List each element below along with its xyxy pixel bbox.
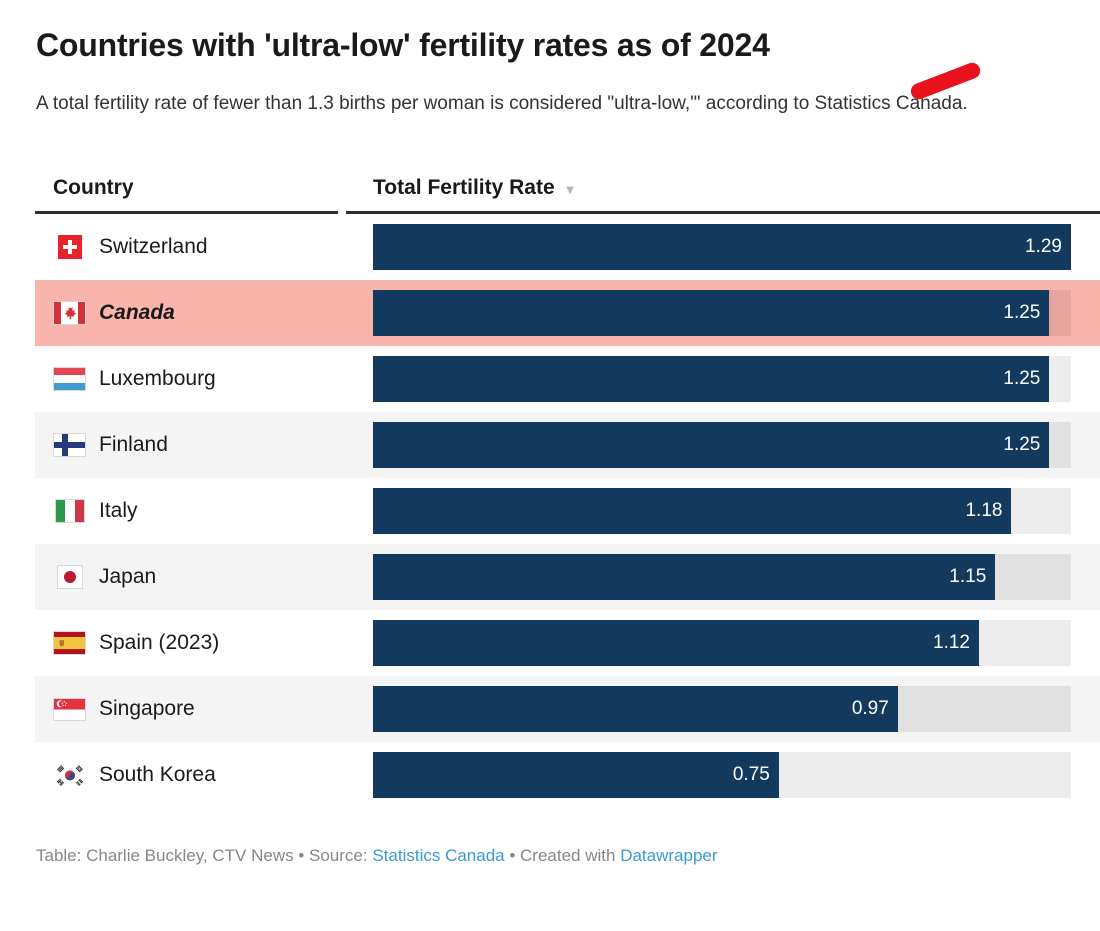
fertility-bar: 1.25 [373,422,1050,468]
column-header-rate[interactable]: Total Fertility Rate ▼ [346,165,1100,214]
south-korea-flag-icon [53,763,86,787]
country-label: Japan [99,565,157,588]
bar-value-label: 1.15 [949,566,987,587]
rate-cell: 1.18 [346,478,1100,544]
sort-descending-icon: ▼ [563,181,577,197]
bar-value-label: 1.25 [1003,368,1041,389]
created-with-label: Created with [520,846,621,865]
country-label: Finland [99,433,168,456]
country-cell: Switzerland [35,214,338,280]
country-cell: Luxembourg [35,346,338,412]
table-row: Switzerland 1.29 [35,214,1100,280]
table-body: Switzerland 1.29 Canada 1.25 Luxembo [0,214,1100,808]
spain-flag-icon [53,631,86,655]
fertility-bar: 0.75 [373,752,779,798]
fertility-bar: 1.15 [373,554,996,600]
switzerland-flag-icon [53,235,86,259]
country-label: Canada [99,301,175,324]
rate-cell: 1.29 [346,214,1100,280]
table-header-row: Country Total Fertility Rate ▼ [35,165,1100,214]
source-link[interactable]: Statistics Canada [372,846,505,865]
table-row: Finland 1.25 [35,412,1100,478]
bar-track: 1.15 [373,554,1071,600]
rate-cell: 1.25 [346,346,1100,412]
country-label: Luxembourg [99,367,216,390]
column-header-country[interactable]: Country [35,165,338,214]
country-label: Spain (2023) [99,631,220,654]
bar-track: 0.75 [373,752,1071,798]
finland-flag-icon [53,433,86,457]
fertility-bar: 1.18 [373,488,1012,534]
japan-flag-icon [53,565,86,589]
table-row: Spain (2023) 1.12 [35,610,1100,676]
rate-cell: 1.15 [346,544,1100,610]
rate-cell: 0.97 [346,676,1100,742]
rate-cell: 1.12 [346,610,1100,676]
bar-track: 1.25 [373,422,1071,468]
rate-cell: 0.75 [346,742,1100,808]
table-row: Luxembourg 1.25 [35,346,1100,412]
country-cell: Canada [35,280,338,346]
country-cell: South Korea [35,742,338,808]
bar-value-label: 1.18 [965,500,1003,521]
table-row: Japan 1.15 [35,544,1100,610]
table-row: Canada 1.25 [35,280,1100,346]
singapore-flag-icon [53,697,86,721]
fertility-bar: 1.25 [373,356,1050,402]
separator-1: • [293,846,310,865]
country-cell: Finland [35,412,338,478]
country-cell: Singapore [35,676,338,742]
column-header-rate-label: Total Fertility Rate [373,176,555,199]
chart-subtitle: A total fertility rate of fewer than 1.3… [36,93,968,114]
page-title: Countries with 'ultra-low' fertility rat… [36,27,770,63]
datawrapper-link[interactable]: Datawrapper [620,846,718,865]
country-label: Singapore [99,697,195,720]
country-label: South Korea [99,763,216,786]
table-credit: Table: Charlie Buckley, CTV News [36,846,294,865]
italy-flag-icon [53,499,86,523]
rate-cell: 1.25 [346,412,1100,478]
bar-value-label: 1.29 [1025,236,1062,257]
table-row: Singapore 0.97 [35,676,1100,742]
fertility-bar: 1.12 [373,620,979,666]
bar-value-label: 1.25 [1003,434,1041,455]
bar-track: 1.25 [373,290,1071,336]
separator-2: • [504,846,521,865]
source-label: Source: [309,846,373,865]
fertility-bar: 0.97 [373,686,898,732]
country-label: Switzerland [99,235,208,258]
bar-value-label: 1.25 [1003,302,1041,323]
bar-track: 0.97 [373,686,1071,732]
attribution-footer: Table: Charlie Buckley, CTV News • Sourc… [36,846,1065,866]
bar-track: 1.29 [373,224,1071,270]
bar-value-label: 1.12 [933,632,970,653]
country-cell: Spain (2023) [35,610,338,676]
table-row: South Korea 0.75 [35,742,1100,808]
fertility-table: Country Total Fertility Rate ▼ Switzerla… [0,165,1100,808]
table-row: Italy 1.18 [35,478,1100,544]
bar-track: 1.18 [373,488,1071,534]
canada-flag-icon [53,301,86,325]
column-header-country-label: Country [53,176,134,199]
bar-track: 1.25 [373,356,1071,402]
rate-cell: 1.25 [346,280,1100,346]
country-cell: Italy [35,478,338,544]
country-cell: Japan [35,544,338,610]
luxembourg-flag-icon [53,367,86,391]
bar-track: 1.12 [373,620,1071,666]
country-label: Italy [99,499,138,522]
bar-value-label: 0.97 [851,698,889,719]
fertility-bar: 1.25 [373,290,1050,336]
bar-value-label: 0.75 [732,764,770,785]
fertility-bar: 1.29 [373,224,1071,270]
